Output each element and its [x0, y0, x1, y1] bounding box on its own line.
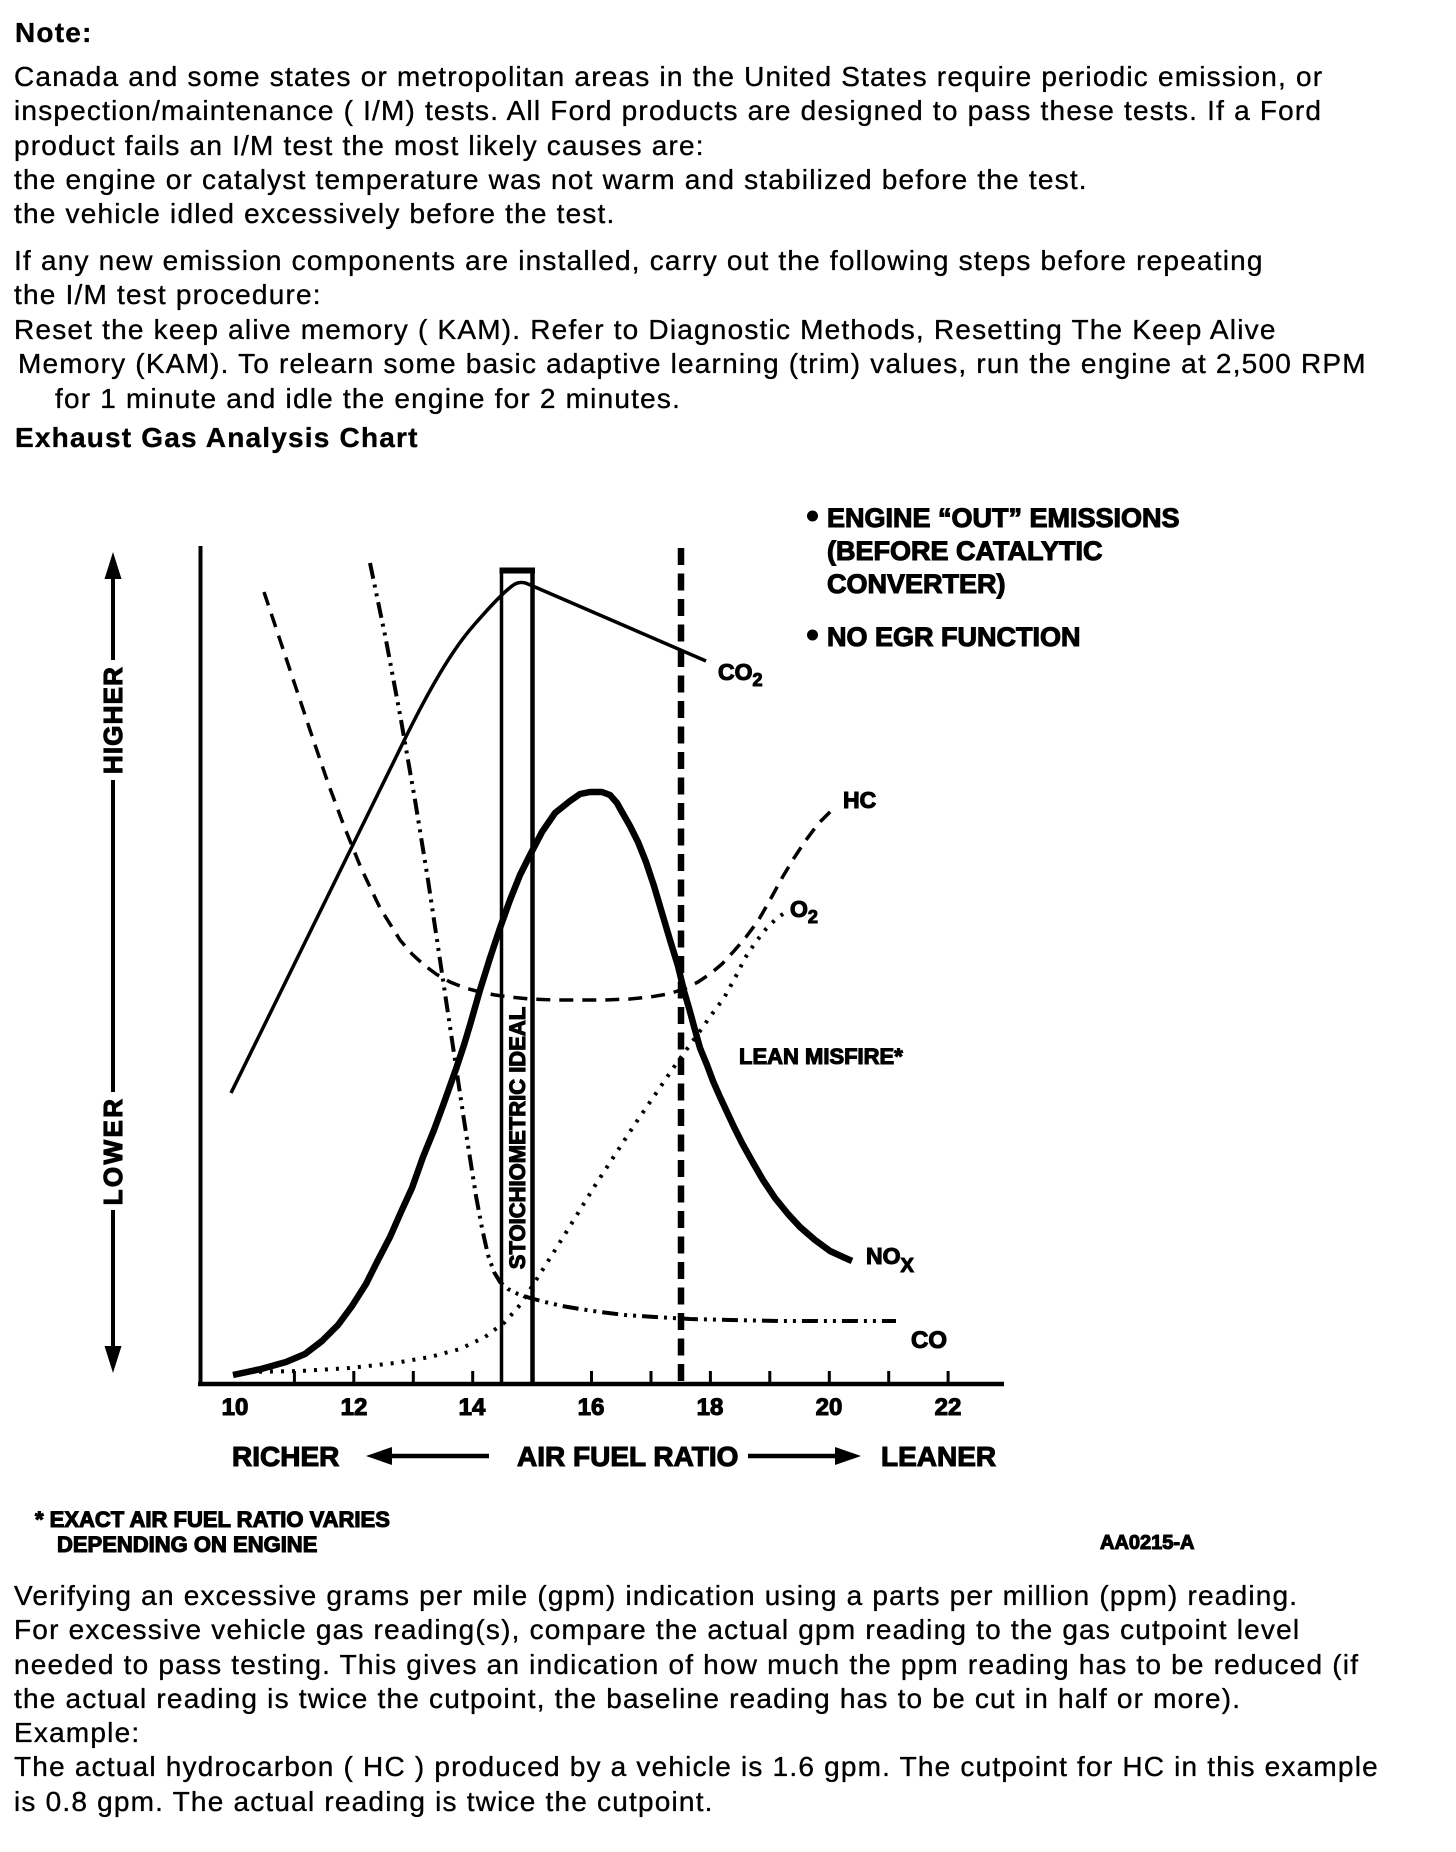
svg-text:HIGHER: HIGHER [98, 666, 128, 774]
svg-text:NOX: NOX [866, 1243, 915, 1277]
svg-text:16: 16 [578, 1394, 605, 1421]
svg-text:CONVERTER): CONVERTER) [827, 569, 1006, 599]
svg-text:RICHER: RICHER [232, 1441, 339, 1472]
svg-text:DEPENDING ON ENGINE: DEPENDING ON ENGINE [57, 1532, 317, 1557]
svg-text:NO EGR FUNCTION: NO EGR FUNCTION [827, 622, 1081, 652]
svg-text:* EXACT AIR FUEL RATIO VARIES: * EXACT AIR FUEL RATIO VARIES [35, 1507, 390, 1532]
svg-text:20: 20 [816, 1394, 843, 1421]
svg-text:22: 22 [935, 1394, 962, 1421]
svg-text:14: 14 [459, 1394, 486, 1421]
svg-text:LEAN MISFIRE*: LEAN MISFIRE* [739, 1044, 903, 1069]
svg-text:18: 18 [697, 1394, 724, 1421]
svg-text:(BEFORE CATALYTIC: (BEFORE CATALYTIC [827, 536, 1103, 566]
svg-text:LEANER: LEANER [881, 1441, 996, 1472]
svg-text:LOWER: LOWER [98, 1097, 128, 1206]
svg-text:O2: O2 [790, 896, 818, 927]
svg-text:ENGINE “OUT” EMISSIONS: ENGINE “OUT” EMISSIONS [827, 503, 1180, 533]
svg-text:CO: CO [911, 1327, 947, 1354]
svg-text:HC: HC [843, 787, 876, 813]
svg-text:STOICHIOMETRIC IDEAL: STOICHIOMETRIC IDEAL [505, 1007, 530, 1269]
svg-text:12: 12 [341, 1394, 368, 1421]
svg-text:AIR FUEL RATIO: AIR FUEL RATIO [517, 1441, 738, 1472]
svg-text:AA0215-A: AA0215-A [1100, 1532, 1194, 1554]
svg-text:10: 10 [222, 1394, 249, 1421]
svg-text:CO2: CO2 [718, 659, 763, 690]
